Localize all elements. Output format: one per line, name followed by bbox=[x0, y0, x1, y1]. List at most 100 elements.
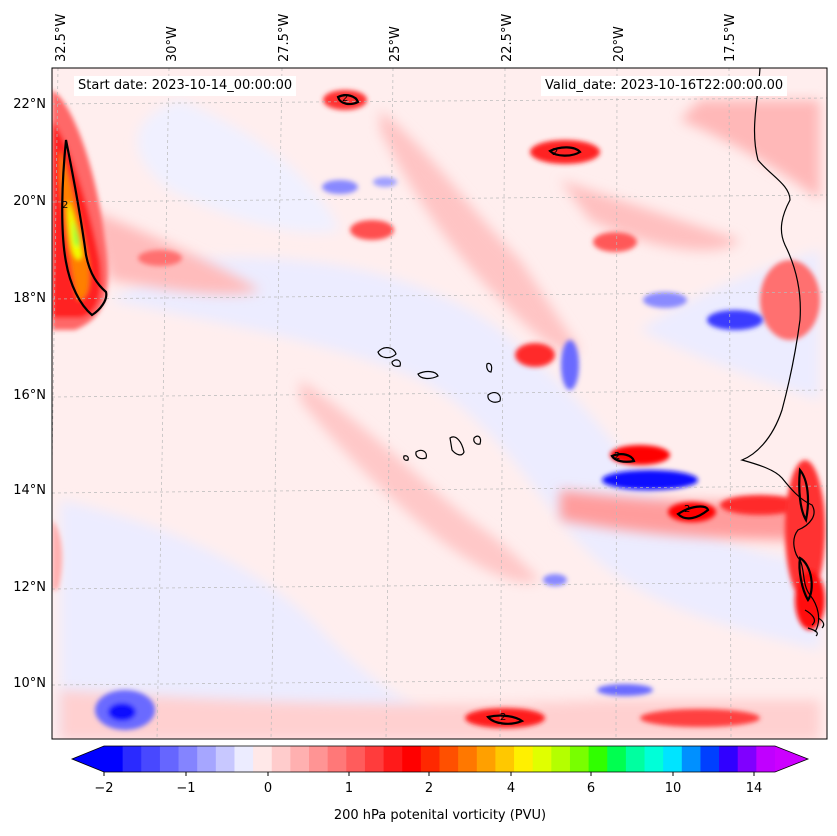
colorbar-segment bbox=[122, 746, 142, 772]
spot-east-blue-2 bbox=[643, 292, 687, 308]
contour-east-2 bbox=[798, 556, 813, 603]
spot-upper-east bbox=[530, 140, 600, 164]
colorbar-segment bbox=[159, 746, 180, 772]
latitude-label: 22°N bbox=[13, 97, 46, 112]
contour-south bbox=[486, 714, 525, 725]
band-central-diagonal bbox=[300, 380, 540, 583]
colorbar-segment bbox=[625, 746, 646, 772]
spot-central-blue bbox=[561, 340, 579, 390]
contour-se-1 bbox=[610, 453, 636, 463]
colorbar-segment bbox=[495, 746, 515, 772]
spot-south-east bbox=[640, 709, 760, 727]
colorbar-tick-label: −2 bbox=[94, 781, 114, 796]
colorbar-segment bbox=[346, 746, 366, 772]
colorbar-segment bbox=[476, 746, 496, 772]
colorbar-segment bbox=[383, 746, 403, 772]
latitude-label: 14°N bbox=[13, 483, 46, 498]
gridline-lon-20 bbox=[615, 68, 618, 739]
colorbar-tick-label: 2 bbox=[424, 781, 434, 796]
map-frame bbox=[51, 67, 828, 740]
band-northwest bbox=[90, 210, 260, 295]
colorbar-tick-label: 0 bbox=[263, 781, 273, 796]
spot-upper-blue bbox=[322, 180, 358, 194]
contour-label: 2 bbox=[552, 147, 558, 158]
colorbar-tick-label: 14 bbox=[745, 781, 763, 796]
spot-south-blue bbox=[597, 684, 653, 696]
latitude-label: 16°N bbox=[13, 388, 46, 403]
colorbar-segment bbox=[588, 746, 608, 772]
colorbar-tick-label: 10 bbox=[664, 781, 682, 796]
spot-mid-east bbox=[515, 343, 555, 367]
colorbar-segment bbox=[719, 746, 739, 772]
colorbar-segment bbox=[756, 746, 776, 772]
longitude-label: 22.5°W bbox=[500, 13, 515, 62]
spot-ne bbox=[760, 260, 820, 340]
colorbar bbox=[70, 745, 810, 776]
colorbar-segment bbox=[178, 746, 198, 772]
colorbar-segment bbox=[607, 746, 627, 772]
contour-label: 2 bbox=[614, 451, 620, 462]
longitude-label: 27.5°W bbox=[277, 13, 292, 62]
longitude-label: 32.5°W bbox=[54, 13, 69, 62]
contour-west-strip bbox=[61, 139, 108, 317]
spot-east-mid bbox=[593, 232, 637, 252]
colorbar-segment bbox=[141, 746, 161, 772]
colorbar-segment bbox=[663, 746, 683, 772]
island-boa-vista bbox=[487, 391, 501, 403]
spot-central-west bbox=[350, 220, 394, 240]
contour-top bbox=[336, 94, 360, 106]
island-santiago bbox=[449, 436, 465, 456]
spot-south-center bbox=[465, 708, 545, 728]
colorbar-segment bbox=[569, 746, 590, 772]
colorbar-tick-label: 4 bbox=[506, 781, 516, 796]
colorbar-segment bbox=[364, 746, 385, 772]
colorbar-segment bbox=[215, 746, 235, 772]
contour-east-1 bbox=[798, 467, 810, 524]
band-northeast bbox=[680, 100, 820, 200]
island-brava bbox=[403, 455, 409, 461]
contour-label: 2 bbox=[342, 93, 348, 104]
colorbar-tick-label: 1 bbox=[344, 781, 354, 796]
low-pv-south bbox=[60, 500, 480, 735]
pv-field bbox=[52, 68, 827, 739]
gridline-lon-27-5 bbox=[270, 68, 283, 739]
spot-east-coast bbox=[785, 460, 825, 600]
colorbar-segment bbox=[681, 746, 701, 772]
band-south bbox=[60, 690, 820, 739]
west-lower-blob bbox=[52, 520, 63, 590]
island-fogo bbox=[415, 449, 427, 460]
colorbar-segment bbox=[700, 746, 720, 772]
band-east-ridge bbox=[560, 180, 740, 251]
bijagos-islands bbox=[804, 609, 825, 637]
low-pv-spots bbox=[95, 177, 763, 730]
spot-se-3 bbox=[720, 495, 800, 515]
gridline-lon-17-5 bbox=[728, 68, 732, 739]
colorbar-tick-label: 6 bbox=[586, 781, 596, 796]
longitude-label: 25°W bbox=[388, 26, 403, 62]
colorbar-segment bbox=[327, 746, 347, 772]
pv-2-contours bbox=[61, 94, 813, 725]
valid-date-label: Valid_date: 2023-10-16T22:00:00.00 bbox=[541, 76, 788, 96]
high-pv-spots bbox=[138, 90, 825, 728]
colorbar-segment bbox=[458, 746, 478, 772]
island-sal bbox=[486, 362, 493, 373]
colorbar-segment bbox=[514, 746, 534, 772]
spot-se-main bbox=[610, 445, 670, 465]
start-date-label: Start date: 2023-10-14_00:00:00 bbox=[74, 76, 297, 96]
spot-mid-blue bbox=[543, 574, 567, 586]
island-maio bbox=[473, 435, 482, 445]
colorbar-segment bbox=[271, 746, 291, 772]
colorbar-segment bbox=[234, 746, 254, 772]
colorbar-tick-label: −1 bbox=[176, 781, 196, 796]
latitude-label: 10°N bbox=[13, 676, 46, 691]
colorbar-segment bbox=[253, 746, 273, 772]
colorbar-segment bbox=[737, 746, 757, 772]
island-sao-nicolau bbox=[417, 370, 439, 380]
latitude-label: 12°N bbox=[13, 580, 46, 595]
band-north-ridge bbox=[380, 110, 580, 352]
spot-upper-blue-2 bbox=[373, 177, 397, 187]
spot-northwest bbox=[138, 250, 182, 266]
africa-coast bbox=[740, 68, 820, 633]
island-sao-vicente bbox=[391, 359, 401, 367]
island-santo-antao bbox=[377, 347, 397, 359]
